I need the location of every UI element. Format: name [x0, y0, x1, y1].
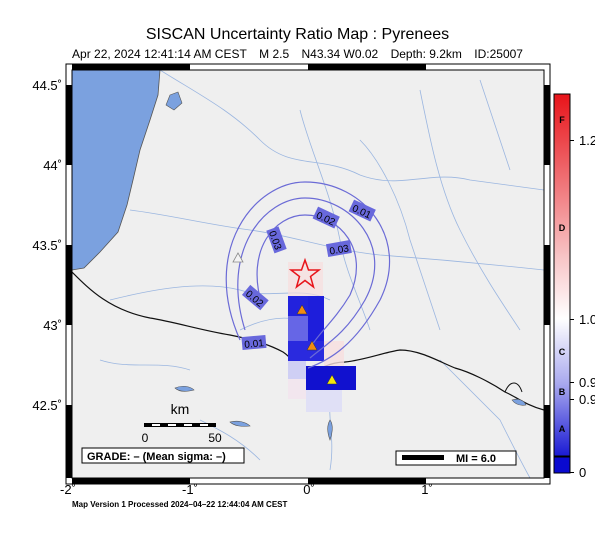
event-id: ID:25007 [474, 47, 523, 61]
y-tick-label: 44˚ [43, 158, 62, 173]
y-tick-label: 42.5˚ [32, 398, 62, 413]
colorbar: F D C B A 1.2 1.0 0.9 0.9 0 [553, 93, 595, 480]
colorbar-tick: 1.2 [579, 133, 595, 148]
grade-letter: A [559, 424, 566, 434]
scale-start: 0 [142, 431, 149, 445]
mi-legend: MI = 6.0 [395, 450, 517, 466]
rivers [99, 70, 544, 478]
processing-footer: Map Version 1 Processed 2024–04–22 12:44… [72, 500, 288, 509]
colorbar-tick: 0.9 [579, 392, 595, 407]
grade-letter: B [559, 387, 566, 397]
event-magnitude: M 2.5 [259, 47, 290, 61]
contour-label: 0.01 [244, 338, 265, 351]
grade-letter: F [559, 115, 565, 125]
contour-lines [225, 181, 391, 369]
scale-bar: km 0 50 [142, 401, 222, 445]
epicenter-star[interactable] [288, 257, 322, 289]
x-tick-label: -1˚ [182, 482, 198, 497]
grade-letter: D [559, 223, 566, 233]
x-tick-label: -2˚ [60, 482, 76, 497]
x-tick-label: 0˚ [303, 482, 315, 497]
event-depth: Depth: 9.2km [390, 47, 462, 61]
arcachon-basin [165, 91, 183, 111]
grade-letter: C [559, 347, 566, 357]
lakes [174, 385, 527, 441]
colorbar-tick: 0.9 [579, 375, 595, 390]
event-subtitle: Apr 22, 2024 12:41:14 AM CEST M 2.5 N43.… [0, 47, 595, 61]
station-marker[interactable] [326, 374, 338, 385]
map-title: SISCAN Uncertainty Ratio Map : Pyrenees [145, 26, 450, 43]
map-canvas[interactable]: 0.01 0.02 0.03 0.03 0.02 0.01 [72, 70, 544, 478]
contour-labels: 0.01 0.02 0.03 0.03 0.02 0.01 [241, 199, 376, 351]
y-tick-label: 44.5˚ [32, 78, 62, 93]
x-tick-label: 1˚ [421, 482, 433, 497]
map-frame [65, 63, 551, 485]
mi-text: MI = 6.0 [456, 453, 496, 465]
contour-label: 0.03 [329, 243, 351, 257]
axis-labels: -2˚ -1˚ 0˚ 1˚ 44.5˚ 44˚ 43.5˚ 43˚ 42.5˚ [32, 78, 432, 497]
colorbar-tick: 0 [579, 465, 586, 480]
andorra-border [504, 382, 523, 393]
grade-text: GRADE: – (Mean sigma: –) [87, 451, 226, 463]
station-marker[interactable] [306, 340, 318, 351]
station-marker[interactable] [232, 252, 244, 263]
y-tick-label: 43.5˚ [32, 238, 62, 253]
ocean-area [72, 70, 161, 271]
grade-box: GRADE: – (Mean sigma: –) [81, 447, 245, 464]
colorbar-tick: 1.0 [579, 312, 595, 327]
event-date: Apr 22, 2024 12:41:14 AM CEST [72, 47, 247, 61]
scale-end: 50 [208, 431, 222, 445]
scale-unit: km [171, 401, 190, 417]
station-marker[interactable] [296, 304, 308, 315]
event-location: N43.34 W0.02 [301, 47, 379, 61]
y-tick-label: 43˚ [43, 318, 62, 333]
